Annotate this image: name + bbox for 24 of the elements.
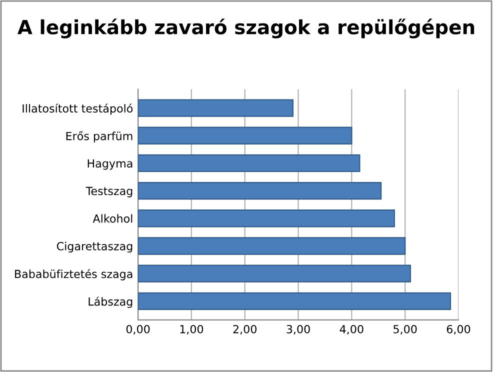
x-tick-label: 0,00 [126, 324, 150, 335]
x-tick-label: 2,00 [233, 324, 256, 335]
bar [138, 99, 294, 117]
bar [138, 126, 352, 144]
x-tick-label: 5,00 [394, 324, 417, 335]
bar [138, 264, 411, 282]
y-tick-label: Hagyma [88, 159, 132, 170]
x-tick-label: 6,00 [446, 324, 470, 335]
x-tick-label: 1,00 [180, 324, 204, 335]
chart-title: A leginkább zavaró szagok a repülőgépen [17, 18, 474, 38]
bar [138, 292, 452, 310]
y-tick-label: Alkohol [92, 214, 132, 223]
x-tick-label: 4,00 [340, 324, 364, 335]
y-tick-label: Illatosított testápoló [22, 104, 133, 115]
y-tick-label: Cigarettaszag [56, 242, 132, 253]
y-tick-label: Lábszag [88, 296, 132, 308]
bar [138, 237, 406, 255]
y-tick-label: Erős parfüm [66, 131, 132, 142]
bar [138, 182, 382, 200]
bar [138, 154, 360, 172]
bar [138, 210, 395, 228]
y-tick-label: Bababüfiztetés szaga [15, 269, 132, 280]
x-tick-label: 3,00 [286, 324, 310, 335]
y-tick-label: Testszag [86, 186, 132, 198]
